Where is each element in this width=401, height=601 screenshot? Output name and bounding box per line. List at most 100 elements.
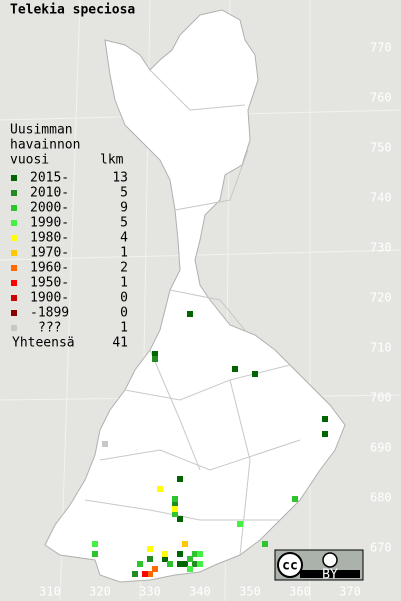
legend-count: 2: [120, 261, 128, 276]
observation: [162, 551, 168, 557]
legend-count: 0: [120, 291, 128, 306]
legend-heading: havainnon: [10, 138, 80, 153]
legend-count: 1: [120, 321, 128, 336]
observation: [187, 566, 193, 572]
observation: [172, 501, 178, 507]
legend-swatch: [11, 325, 17, 331]
observation: [177, 476, 183, 482]
y-grid-label: 770: [370, 41, 392, 55]
x-grid-label: 340: [189, 585, 211, 599]
legend: Uusimman havainnon vuosi lkm 2015- 132010…: [10, 123, 128, 351]
observation: [147, 546, 153, 552]
x-grid-label: 310: [39, 585, 61, 599]
observation: [147, 556, 153, 562]
legend-swatch: [11, 310, 17, 316]
legend-label: 1990-: [30, 216, 69, 231]
legend-swatch: [11, 235, 17, 241]
legend-label: 2015-: [30, 171, 69, 186]
y-grid-label: 760: [370, 91, 392, 105]
x-grid-label: 320: [89, 585, 111, 599]
y-grid-label: 670: [370, 541, 392, 555]
legend-count: 1: [120, 276, 128, 291]
legend-count: 5: [120, 216, 128, 231]
observation: [132, 571, 138, 577]
observation: [232, 366, 238, 372]
license-badge: cc BY: [274, 549, 364, 583]
observation: [142, 571, 148, 577]
observation: [262, 541, 268, 547]
cc-icon-text: cc: [282, 559, 298, 574]
badge-text: BY: [322, 568, 338, 583]
badge-bar: [300, 570, 360, 578]
by-icon: [322, 552, 338, 568]
observation: [177, 516, 183, 522]
observation: [187, 556, 193, 562]
y-grid-label: 680: [370, 491, 392, 505]
legend-count: 5: [120, 186, 128, 201]
axis-labels: 770 760 750 740 730 720 710 700 690 680 670 310 320 3…: [39, 41, 392, 599]
legend-swatch: [11, 280, 17, 286]
observation: [322, 416, 328, 422]
legend-label: 1960-: [30, 261, 69, 276]
observation: [177, 561, 183, 567]
legend-swatch: [11, 190, 17, 196]
legend-label: 1970-: [30, 246, 69, 261]
observation: [322, 431, 328, 437]
legend-swatch: [11, 295, 17, 301]
observation: [292, 496, 298, 502]
observation: [192, 561, 198, 567]
observation: [187, 311, 193, 317]
legend-count: 9: [120, 201, 128, 216]
legend-heading: Uusimman: [10, 123, 73, 138]
legend-label: 1900-: [30, 291, 69, 306]
x-grid-label: 370: [339, 585, 361, 599]
observation: [92, 541, 98, 547]
legend-count: 13: [112, 171, 128, 186]
legend-count: 1: [120, 246, 128, 261]
observation: [172, 496, 178, 502]
observation: [92, 551, 98, 557]
observation: [157, 486, 163, 492]
y-grid-label: 720: [370, 291, 392, 305]
y-grid-label: 730: [370, 241, 392, 255]
legend-label: -1899: [30, 306, 69, 321]
legend-swatch: [11, 250, 17, 256]
legend-swatch: [11, 175, 17, 181]
legend-swatch: [11, 220, 17, 226]
observation: [172, 511, 178, 517]
legend-swatch: [11, 205, 17, 211]
legend-total: 41: [112, 336, 128, 351]
observation: [177, 551, 183, 557]
observation: [197, 551, 203, 557]
x-grid-label: 360: [289, 585, 311, 599]
cc-icon: [277, 552, 303, 578]
observation: [102, 441, 108, 447]
observation: [172, 506, 178, 512]
observations: [92, 311, 328, 577]
legend-label: 2000-: [30, 201, 69, 216]
observation: [237, 521, 243, 527]
legend-count: 0: [120, 306, 128, 321]
legend-label: ???: [38, 321, 61, 336]
observation: [137, 561, 143, 567]
observation: [192, 551, 198, 557]
observation: [152, 351, 158, 357]
legend-label: 1980-: [30, 231, 69, 246]
legend-label: 2010-: [30, 186, 69, 201]
x-grid-label: 350: [239, 585, 261, 599]
legend-column: lkm: [100, 153, 124, 168]
legend-label: 1950-: [30, 276, 69, 291]
title: Telekia speciosa: [10, 3, 135, 18]
observation: [152, 356, 158, 362]
observation: [182, 541, 188, 547]
legend-swatch: [11, 265, 17, 271]
legend-count: 4: [120, 231, 128, 246]
observation: [197, 561, 203, 567]
legend-total-label: Yhteensä: [12, 336, 75, 351]
legend-column: vuosi: [10, 153, 49, 168]
y-grid-label: 710: [370, 341, 392, 355]
observation: [152, 566, 158, 572]
y-grid-label: 700: [370, 391, 392, 405]
